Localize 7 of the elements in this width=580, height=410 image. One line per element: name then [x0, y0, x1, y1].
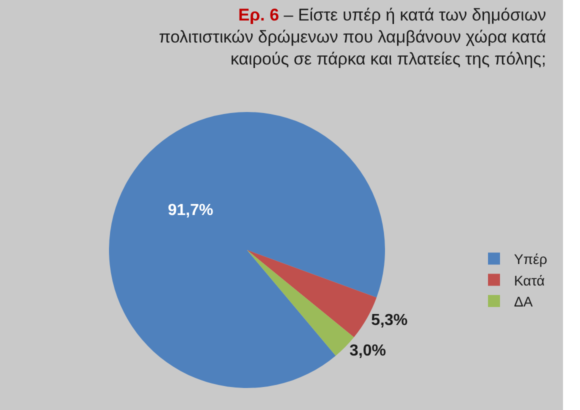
legend-label: ΔΑ — [514, 293, 534, 310]
legend-label: Κατά — [514, 272, 545, 288]
chart-title: Ερ. 6 – Είστε υπέρ ή κατά των δημόσιων πολιτιστικών δρώμενων που λαμβάνουν χώρα κατά καιρούς σε πάρκα και πλατείες της πόλης; — [158, 6, 546, 69]
data-label: 3,0% — [350, 342, 386, 360]
data-label: 91,7% — [168, 202, 214, 219]
legend-label: Υπέρ — [514, 251, 548, 268]
data-label: 5,3% — [371, 312, 408, 329]
